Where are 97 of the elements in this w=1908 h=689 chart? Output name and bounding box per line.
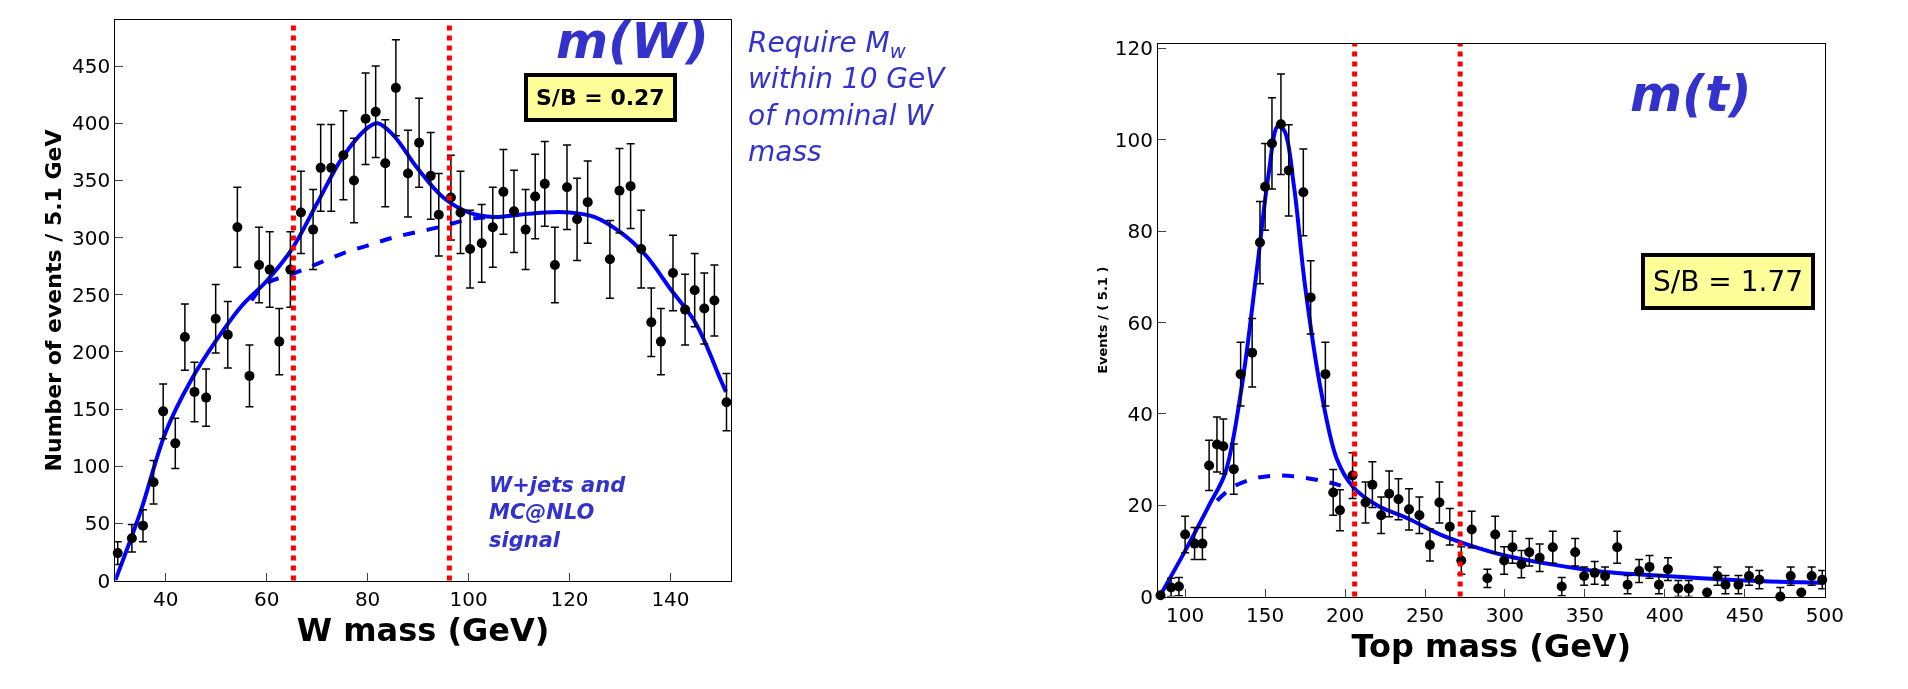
point: [210, 313, 221, 324]
y-tick-label: 0: [1140, 584, 1153, 609]
y-tick-label: 250: [72, 282, 111, 307]
point: [326, 162, 337, 173]
point: [699, 303, 710, 314]
y-tick-label: 100: [72, 454, 111, 479]
point: [315, 162, 326, 173]
x-tick-label: 60: [253, 586, 280, 611]
point: [539, 178, 550, 189]
point: [295, 207, 306, 218]
point: [689, 285, 700, 296]
x-tick-label: 150: [1246, 602, 1285, 627]
point: [636, 244, 647, 255]
y-tick-label: 350: [72, 168, 111, 193]
chart-title: m(W): [556, 12, 709, 70]
y-axis-title: Events / ( 5.1 ): [1094, 266, 1110, 374]
y-tick-label: 60: [1127, 310, 1153, 335]
y-axis-title: Number of events / 5.1 GeV: [40, 129, 66, 472]
point: [222, 329, 233, 340]
y-tick-label: 200: [72, 339, 111, 364]
point: [520, 224, 531, 235]
y-tick-label: 20: [1127, 493, 1153, 518]
point: [148, 477, 159, 488]
y-tick-label: 300: [72, 225, 111, 250]
point: [604, 254, 615, 265]
point: [308, 224, 319, 235]
point: [201, 392, 212, 403]
point: [425, 170, 436, 181]
y-tick-label: 150: [72, 397, 111, 422]
y-tick-label: 0: [97, 568, 111, 593]
y-tick-label: 100: [1114, 127, 1153, 152]
point: [487, 222, 498, 233]
point: [232, 222, 243, 233]
point: [508, 206, 519, 217]
point: [244, 370, 255, 381]
text: Require M$_{w}$ within 10 GeV of nominal W mass: [748, 26, 947, 169]
point: [402, 168, 413, 179]
point: [646, 317, 657, 328]
point: [476, 238, 487, 249]
annotation: S/B = 1.77: [1653, 265, 1804, 298]
point: [390, 82, 401, 93]
point: [380, 158, 391, 169]
x-tick-label: 300: [1485, 602, 1525, 627]
y-tick-label: 80: [1127, 219, 1153, 244]
point: [254, 260, 265, 271]
x-tick-label: 450: [1725, 602, 1764, 627]
point: [455, 207, 466, 218]
point: [264, 264, 275, 275]
x-tick-label: 40: [152, 586, 179, 611]
y-tick-label: 50: [84, 511, 111, 536]
point: [721, 397, 732, 408]
x-tick-label: 80: [354, 586, 381, 611]
x-tick-label: 100: [449, 586, 488, 611]
point: [614, 185, 625, 196]
y-tick-label: 120: [1114, 36, 1153, 61]
point: [179, 332, 190, 343]
point: [189, 386, 200, 397]
y-tick-label: 40: [1127, 401, 1153, 426]
x-axis-title: W mass (GeV): [296, 610, 550, 649]
point: [170, 438, 181, 449]
point: [625, 181, 636, 192]
point: [530, 191, 541, 202]
point: [562, 182, 572, 193]
x-axis-title: Top mass (GeV): [1351, 626, 1632, 665]
x-tick-label: 100: [1166, 602, 1205, 627]
point: [680, 304, 691, 315]
point: [348, 175, 359, 186]
point: [433, 209, 444, 220]
point: [338, 150, 349, 161]
line-series: [115, 121, 728, 581]
x-tick-label: 120: [550, 586, 589, 611]
x-tick-label: 250: [1405, 602, 1445, 627]
point: [498, 186, 509, 197]
x-tick-label: 200: [1325, 602, 1365, 627]
point: [274, 336, 285, 347]
point: [360, 113, 371, 124]
point: [668, 268, 678, 279]
x-tick-label: 350: [1565, 602, 1604, 627]
x-tick-label: 500: [1805, 602, 1844, 627]
point: [709, 295, 720, 306]
x-tick-label: 140: [651, 586, 690, 611]
point: [549, 260, 560, 271]
annotation: W+jets and MC@NLO signal: [489, 473, 627, 552]
point: [465, 244, 476, 255]
point: [655, 336, 666, 347]
point: [572, 214, 583, 225]
y-tick-label: 450: [72, 54, 111, 79]
point: [126, 533, 137, 544]
annotation: S/B = 0.27: [536, 85, 665, 110]
point: [158, 406, 169, 417]
x-tick-label: 400: [1645, 602, 1684, 627]
point: [414, 137, 425, 148]
point: [370, 106, 381, 117]
text: m(t): [1630, 65, 1752, 123]
y-tick-label: 400: [72, 111, 111, 136]
point: [137, 520, 148, 531]
point: [582, 197, 593, 208]
